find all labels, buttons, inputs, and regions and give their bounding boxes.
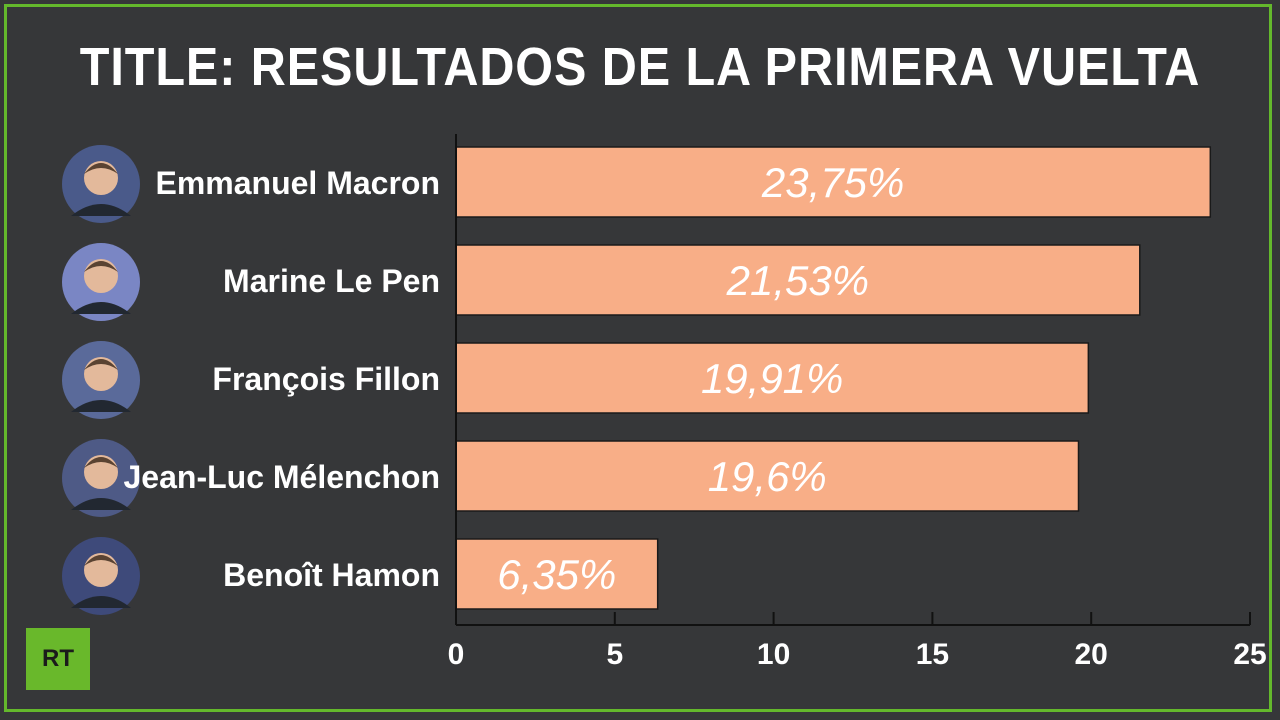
x-tick-label: 5: [606, 638, 623, 671]
avatar-shoulders: [71, 596, 131, 608]
avatar-shoulders: [71, 400, 131, 412]
category-label: Jean-Luc Mélenchon: [124, 459, 441, 495]
category-label: Marine Le Pen: [223, 263, 440, 299]
bar: [455, 440, 1080, 512]
bar: [455, 146, 1212, 218]
avatar-hair: [84, 261, 118, 272]
avatar-shoulders: [71, 204, 131, 216]
value-label: 23,75%: [761, 159, 904, 206]
rt-logo: RT: [26, 628, 90, 690]
avatar-hair: [84, 555, 118, 566]
avatar-hair: [84, 163, 118, 174]
x-tick-label: 20: [1075, 638, 1108, 671]
value-label: 19,91%: [701, 355, 843, 402]
bar: [455, 342, 1090, 414]
category-label: Benoît Hamon: [223, 557, 440, 593]
category-label: Emmanuel Macron: [155, 165, 440, 201]
category-label: François Fillon: [212, 361, 440, 397]
value-label: 21,53%: [726, 257, 869, 304]
x-tick-label: 10: [757, 638, 790, 671]
value-label: 19,6%: [708, 453, 827, 500]
x-tick-label: 15: [916, 638, 949, 671]
avatar-hair: [84, 457, 118, 468]
x-tick-label: 25: [1233, 638, 1266, 671]
value-label: 6,35%: [497, 551, 616, 598]
avatar-hair: [84, 359, 118, 370]
avatar-shoulders: [71, 498, 131, 510]
chart-title: TITLE: RESULTADOS DE LA PRIMERA VUELTA: [79, 37, 1201, 97]
x-tick-label: 0: [448, 638, 465, 671]
rt-logo-text: RT: [42, 645, 74, 672]
bar: [455, 244, 1141, 316]
avatar-shoulders: [71, 302, 131, 314]
